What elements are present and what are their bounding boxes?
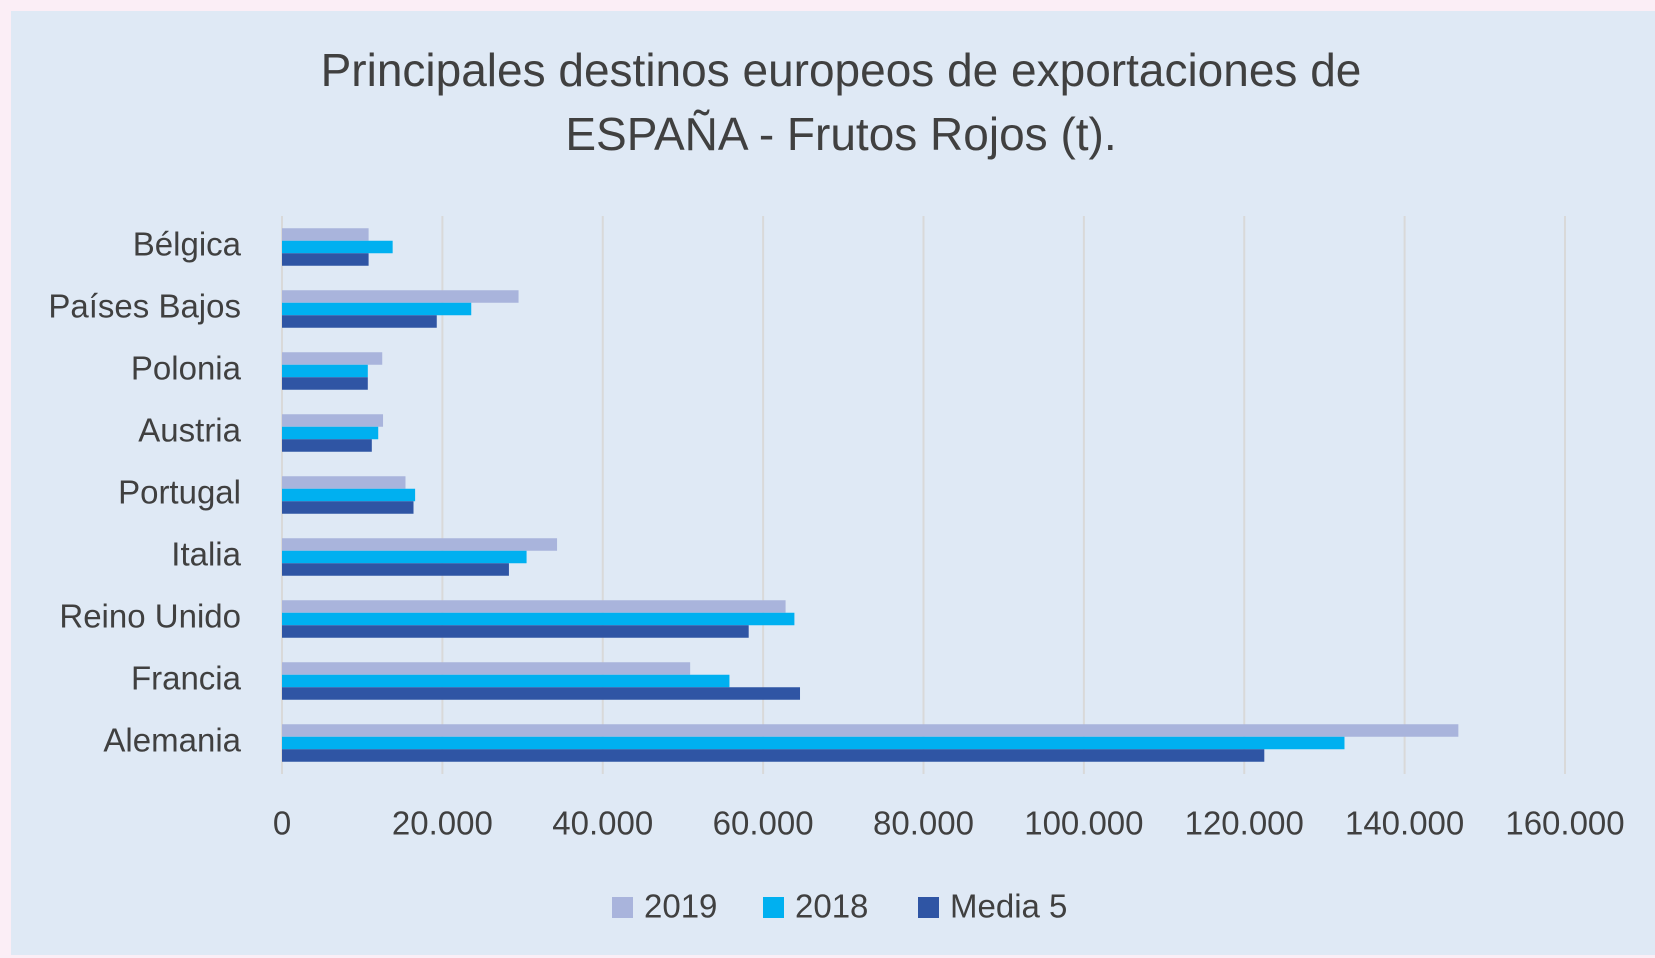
x-tick-label: 80.000 — [873, 805, 974, 842]
bar — [282, 439, 372, 452]
bar — [282, 749, 1265, 762]
x-tick-label: 100.000 — [1024, 805, 1143, 842]
bar — [282, 315, 437, 328]
legend-label: 2019 — [644, 888, 717, 925]
y-tick-label: Portugal — [118, 474, 241, 511]
bar — [282, 501, 414, 514]
x-tick-label: 0 — [273, 805, 291, 842]
bar — [282, 687, 801, 700]
legend-label: Media 5 — [950, 888, 1067, 925]
bar — [282, 377, 368, 390]
y-tick-label: Reino Unido — [59, 598, 241, 635]
bar — [282, 538, 558, 551]
bar — [282, 253, 369, 266]
legend-swatch — [918, 897, 939, 918]
bar — [282, 302, 472, 316]
y-tick-label: Austria — [138, 412, 241, 449]
y-tick-label: Países Bajos — [48, 288, 241, 325]
chart-title: Principales destinos europeos de exporta… — [321, 44, 1362, 96]
y-tick-label: Bélgica — [133, 226, 242, 263]
x-tick-label: 20.000 — [392, 805, 493, 842]
y-tick-label: Alemania — [103, 722, 241, 759]
bar — [282, 352, 383, 365]
bar — [282, 724, 1459, 737]
chart-title: ESPAÑA - Frutos Rojos (t). — [565, 108, 1116, 160]
y-tick-label: Polonia — [131, 350, 242, 387]
legend-label: 2018 — [795, 888, 868, 925]
bar — [282, 228, 369, 241]
bar — [282, 563, 509, 576]
x-tick-label: 140.000 — [1345, 805, 1464, 842]
bar — [282, 476, 406, 489]
bar — [282, 600, 786, 613]
bar — [282, 674, 730, 688]
bar — [282, 550, 527, 564]
x-tick-label: 60.000 — [713, 805, 814, 842]
y-tick-label: Francia — [131, 660, 242, 697]
bar — [282, 662, 691, 675]
bar — [282, 612, 795, 626]
x-tick-label: 160.000 — [1505, 805, 1624, 842]
x-tick-label: 40.000 — [552, 805, 653, 842]
bar — [282, 488, 416, 502]
y-tick-label: Italia — [171, 536, 241, 573]
bar — [282, 290, 519, 303]
bar — [282, 414, 384, 427]
bar — [282, 426, 379, 440]
legend-swatch — [612, 897, 633, 918]
bar — [282, 240, 393, 254]
bar — [282, 625, 749, 638]
bar — [282, 736, 1345, 750]
bar — [282, 364, 368, 378]
legend-swatch — [763, 897, 784, 918]
x-tick-label: 120.000 — [1185, 805, 1304, 842]
